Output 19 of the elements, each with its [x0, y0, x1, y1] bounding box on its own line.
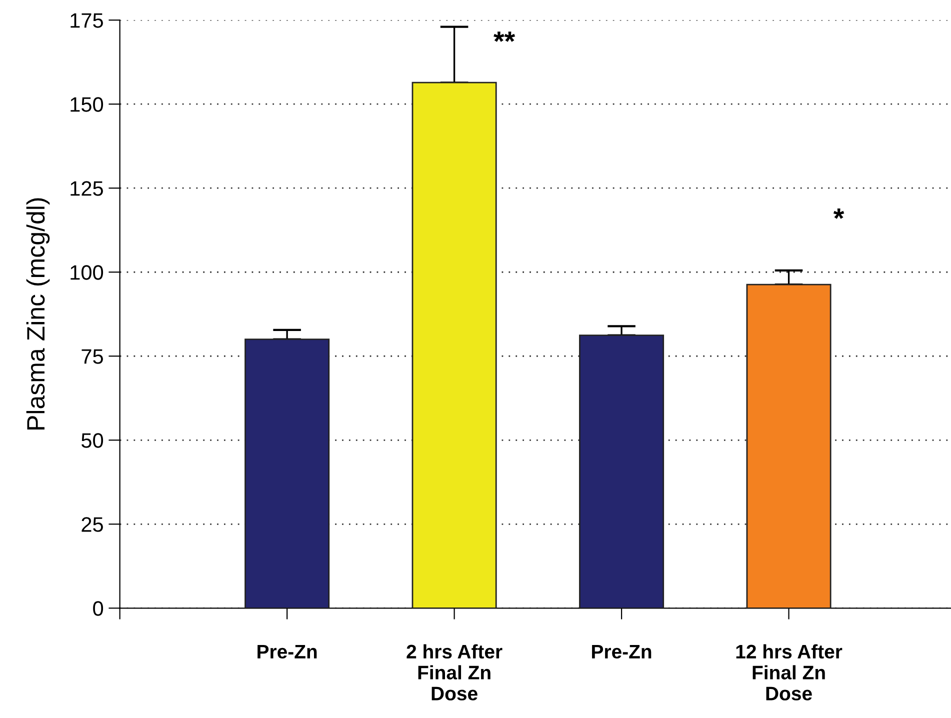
- x-tick-label: Pre-Zn: [592, 644, 652, 659]
- bar: [579, 334, 664, 608]
- y-tick-label: 25: [82, 517, 103, 532]
- y-tick-label: 50: [82, 433, 104, 448]
- annotation: **: [494, 32, 516, 42]
- x-tick-label: 12 hrs After Final Zn Dose: [736, 644, 842, 700]
- y-axis-title: Plasma Zinc (mcg/dl): [26, 198, 50, 430]
- bar: [412, 82, 497, 608]
- bar: [746, 284, 832, 608]
- y-tick-label: 0: [93, 601, 104, 616]
- annotation: *: [833, 208, 844, 219]
- x-tick-label: 2 hrs After Final Zn Dose: [406, 644, 502, 700]
- x-tick-label: Pre-Zn: [258, 644, 317, 659]
- y-tick-label: 150: [70, 97, 104, 112]
- bar: [244, 338, 330, 608]
- y-tick-label: 175: [70, 13, 103, 28]
- y-tick-label: 75: [82, 349, 103, 364]
- y-tick-label: 100: [70, 265, 104, 280]
- y-tick-label: 125: [70, 181, 103, 196]
